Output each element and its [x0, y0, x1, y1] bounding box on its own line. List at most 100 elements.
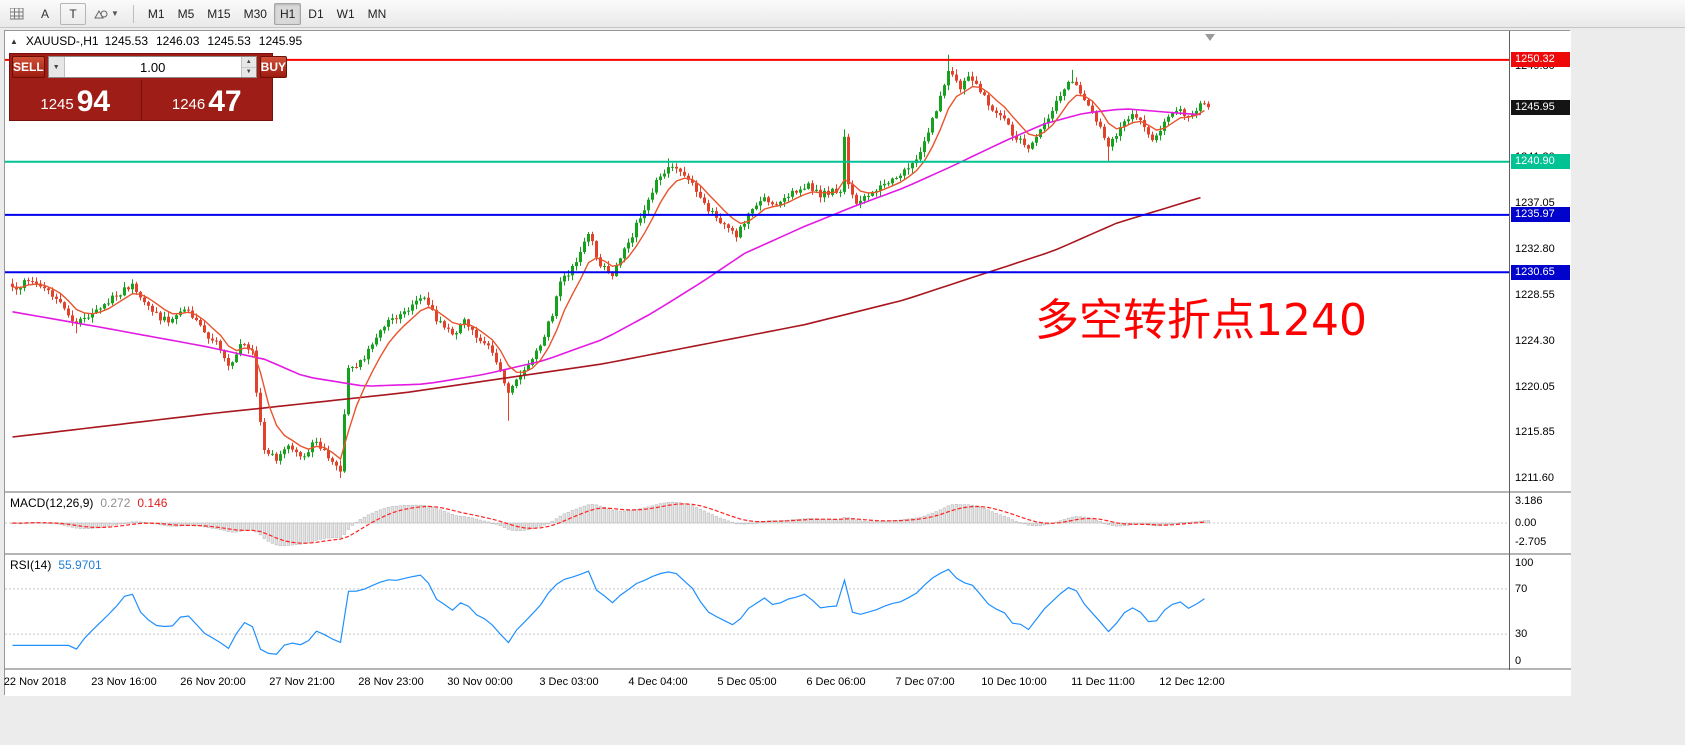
rsi-axis-label: 70 — [1515, 582, 1528, 595]
lot-decrement-button[interactable]: ▼ — [241, 66, 256, 77]
chevron-down-icon: ▼ — [111, 9, 119, 18]
axis-divider — [1509, 31, 1510, 670]
price-badge: 1235.97 — [1511, 207, 1570, 223]
tick-up-icon: ▲ — [10, 36, 18, 46]
sell-price-display[interactable]: 1245 94 — [10, 80, 141, 120]
time-axis-label: 6 Dec 06:00 — [806, 676, 866, 688]
macd-canvas[interactable] — [5, 493, 1509, 553]
toolbar: A T ▼ M1 M5 M15 M30 H1 D1 W1 MN — [0, 0, 1685, 28]
macd-label: MACD(12,26,9) 0.272 0.146 — [10, 496, 167, 510]
timeframe-mn[interactable]: MN — [367, 6, 387, 21]
rsi-value: 55.9701 — [58, 558, 102, 572]
time-axis-label: 26 Nov 20:00 — [180, 676, 246, 688]
buy-button[interactable]: BUY — [259, 56, 288, 78]
rsi-label: RSI(14) 55.9701 — [10, 558, 102, 572]
open-value: 1245.53 — [104, 34, 148, 48]
rsi-axis-label: 30 — [1515, 628, 1528, 641]
timeframe-m30[interactable]: M30 — [243, 6, 267, 21]
timeframe-m1[interactable]: M1 — [147, 6, 165, 21]
panel-separator[interactable] — [5, 491, 1571, 493]
macd-axis-label: 3.186 — [1515, 494, 1543, 507]
trade-panel-prices: 1245 94 1246 47 — [10, 80, 272, 120]
draw-tools-icon[interactable]: ▼ — [88, 3, 125, 25]
rsi-axis[interactable]: 100 70 30 0 — [1510, 555, 1571, 668]
price-axis[interactable]: 1249.801245.551241.301237.051232.801228.… — [1510, 31, 1571, 491]
time-axis-label: 12 Dec 12:00 — [1159, 676, 1225, 688]
main-chart-panel: ▲ XAUUSD-,H1 1245.53 1246.03 1245.53 124… — [5, 31, 1509, 491]
buy-price-display[interactable]: 1246 47 — [140, 80, 273, 120]
buy-price-integer: 1246 — [171, 96, 206, 113]
buy-price-pips: 47 — [208, 85, 242, 118]
price-axis-label: 1232.80 — [1515, 243, 1555, 256]
toolbar-separator — [132, 4, 134, 23]
time-axis-label: 10 Dec 10:00 — [981, 676, 1047, 688]
one-click-trade-panel: SELL ▼ ▲ ▼ BUY 1245 94 1246 — [9, 53, 288, 121]
lot-size-input[interactable] — [64, 57, 241, 77]
price-badge: 1230.65 — [1511, 264, 1570, 280]
rsi-axis-label: 100 — [1515, 557, 1534, 569]
text-tool-icon[interactable]: T — [60, 2, 86, 25]
price-axis-label: 1224.30 — [1515, 334, 1555, 347]
timeframe-d1[interactable]: D1 — [308, 6, 324, 21]
lot-stepper: ▲ ▼ — [240, 57, 256, 77]
tick-chart-icon[interactable] — [4, 3, 30, 25]
price-badge: 1250.32 — [1511, 52, 1570, 68]
low-value: 1245.53 — [207, 34, 251, 48]
main-chart-canvas[interactable] — [5, 31, 1509, 491]
sell-price-pips: 94 — [76, 85, 111, 118]
price-axis-label: 1237.05 — [1515, 197, 1555, 210]
time-axis-label: 27 Nov 21:00 — [269, 676, 335, 688]
time-axis-label: 23 Nov 16:00 — [91, 676, 157, 688]
macd-main-value: 0.272 — [100, 496, 131, 510]
text-tool-label: T — [69, 6, 77, 21]
time-axis-label: 3 Dec 03:00 — [539, 676, 599, 688]
chart-window: ▲ XAUUSD-,H1 1245.53 1246.03 1245.53 124… — [3, 30, 1571, 696]
time-axis-label: 7 Dec 07:00 — [895, 676, 955, 688]
macd-axis-label: -2.705 — [1515, 535, 1547, 548]
time-axis-label: 5 Dec 05:00 — [717, 676, 777, 688]
shapes-glyph — [94, 9, 108, 18]
price-axis-label: 1215.85 — [1515, 426, 1555, 439]
price-axis-label: 1228.55 — [1515, 289, 1555, 301]
time-axis-label: 22 Nov 2018 — [3, 676, 67, 688]
time-axis-label: 30 Nov 00:00 — [447, 676, 513, 688]
lot-increment-button[interactable]: ▲ — [241, 57, 256, 67]
panel-separator[interactable] — [5, 553, 1571, 555]
time-axis[interactable]: 22 Nov 2018 23 Nov 16:00 26 Nov 20:00 27 No… — [3, 670, 1571, 696]
panel-separator — [5, 668, 1571, 670]
macd-axis[interactable]: 3.186 0.00 -2.705 — [1510, 493, 1571, 553]
timeframe-m15[interactable]: M15 — [207, 6, 231, 21]
price-axis-label: 1211.60 — [1515, 472, 1554, 484]
rsi-canvas[interactable] — [5, 555, 1509, 668]
timeframe-m5[interactable]: M5 — [177, 6, 195, 21]
price-badge: 1240.90 — [1511, 154, 1570, 170]
sell-button[interactable]: SELL — [12, 56, 45, 78]
cursor-tool-icon[interactable]: A — [40, 6, 49, 21]
chart-ohlc-label: ▲ XAUUSD-,H1 1245.53 1246.03 1245.53 124… — [10, 34, 302, 48]
price-badge: 1245.95 — [1511, 99, 1570, 115]
lot-dropdown-icon[interactable]: ▼ — [48, 57, 65, 77]
rsi-axis-label: 0 — [1515, 655, 1522, 667]
timeframe-h1[interactable]: H1 — [273, 2, 302, 25]
macd-signal-value: 0.146 — [137, 496, 168, 510]
chart-shift-marker — [1205, 34, 1215, 41]
sell-price-integer: 1245 — [40, 96, 74, 113]
grid-glyph — [10, 7, 24, 19]
time-axis-label: 11 Dec 11:00 — [1071, 676, 1135, 688]
timeframe-w1[interactable]: W1 — [336, 6, 355, 21]
high-value: 1246.03 — [156, 34, 200, 48]
time-axis-label: 28 Nov 23:00 — [358, 676, 424, 688]
rsi-name: RSI(14) — [10, 558, 52, 572]
lot-size-control: ▼ ▲ ▼ — [47, 56, 257, 78]
rsi-panel: RSI(14) 55.9701 — [5, 555, 1509, 668]
macd-name: MACD(12,26,9) — [10, 496, 94, 510]
close-value: 1245.95 — [258, 34, 303, 48]
macd-axis-label: 0.00 — [1515, 517, 1537, 529]
trade-panel-controls: SELL ▼ ▲ ▼ BUY — [10, 54, 288, 80]
symbol-period-label: XAUUSD-,H1 — [25, 34, 99, 48]
time-axis-label: 4 Dec 04:00 — [628, 676, 688, 688]
timeframe-group: M1 M5 M15 M30 H1 D1 W1 MN — [142, 2, 392, 25]
price-axis-label: 1220.05 — [1515, 380, 1555, 393]
chart-text-annotation[interactable]: 多空转折点1240 — [1035, 295, 1367, 346]
macd-panel: MACD(12,26,9) 0.272 0.146 — [5, 493, 1509, 553]
